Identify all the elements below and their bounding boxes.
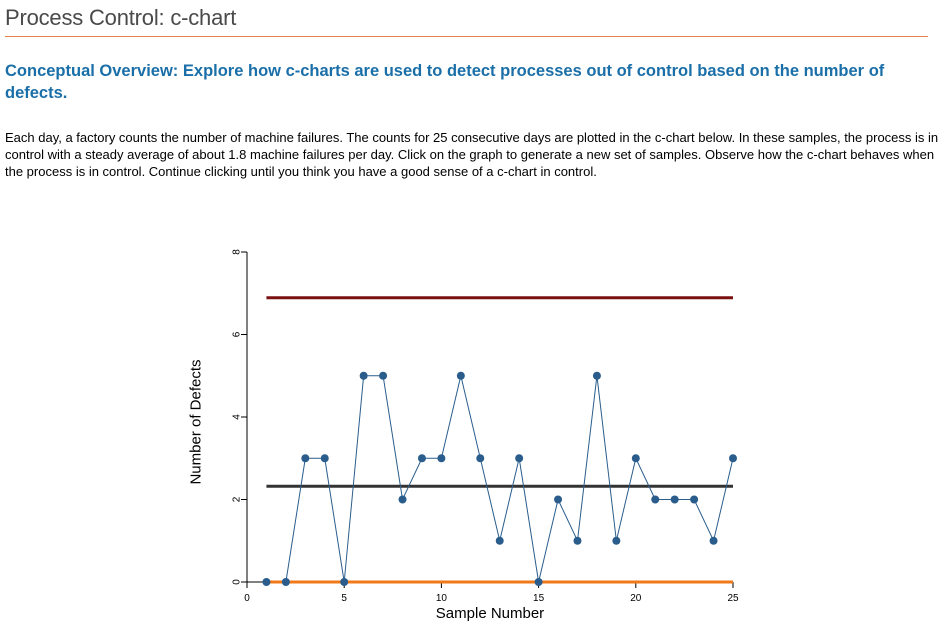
data-point xyxy=(359,371,368,380)
data-point xyxy=(301,454,310,463)
data-point xyxy=(631,454,640,463)
data-point xyxy=(437,454,446,463)
data-point xyxy=(320,454,329,463)
data-point xyxy=(379,371,388,380)
data-point xyxy=(573,536,582,545)
data-point xyxy=(417,454,426,463)
data-point xyxy=(592,371,601,380)
x-tick-label: 25 xyxy=(727,593,739,604)
data-point xyxy=(534,578,543,586)
x-tick-label: 15 xyxy=(533,593,545,604)
x-tick-label: 10 xyxy=(436,593,448,604)
x-tick-label: 20 xyxy=(630,593,642,604)
data-point xyxy=(729,454,737,463)
data-point xyxy=(709,536,718,545)
data-point xyxy=(515,454,524,463)
intro-paragraph: Each day, a factory counts the number of… xyxy=(5,130,939,179)
y-tick-label: 2 xyxy=(232,496,243,502)
x-tick-label: 0 xyxy=(244,593,250,604)
data-point xyxy=(612,536,621,545)
series-line xyxy=(266,375,734,583)
x-axis-label: Sample Number xyxy=(436,605,544,622)
y-tick-label: 0 xyxy=(232,579,243,585)
data-point xyxy=(476,454,485,463)
data-point xyxy=(651,495,660,504)
y-tick-label: 4 xyxy=(232,414,243,420)
page-title: Process Control: c-chart xyxy=(5,5,928,37)
data-point xyxy=(262,578,271,586)
y-tick-label: 6 xyxy=(232,331,243,337)
data-point xyxy=(495,536,504,545)
data-point xyxy=(670,495,679,504)
y-axis-label: Number of Defects xyxy=(188,359,205,484)
data-point xyxy=(456,371,465,380)
y-tick-label: 8 xyxy=(232,249,243,255)
data-point xyxy=(281,578,290,586)
data-point xyxy=(398,495,407,504)
x-tick-label: 5 xyxy=(341,593,347,604)
data-point xyxy=(554,495,563,504)
data-point xyxy=(690,495,699,504)
data-point xyxy=(340,578,349,586)
conceptual-overview-heading: Conceptual Overview: Explore how c-chart… xyxy=(5,62,885,102)
